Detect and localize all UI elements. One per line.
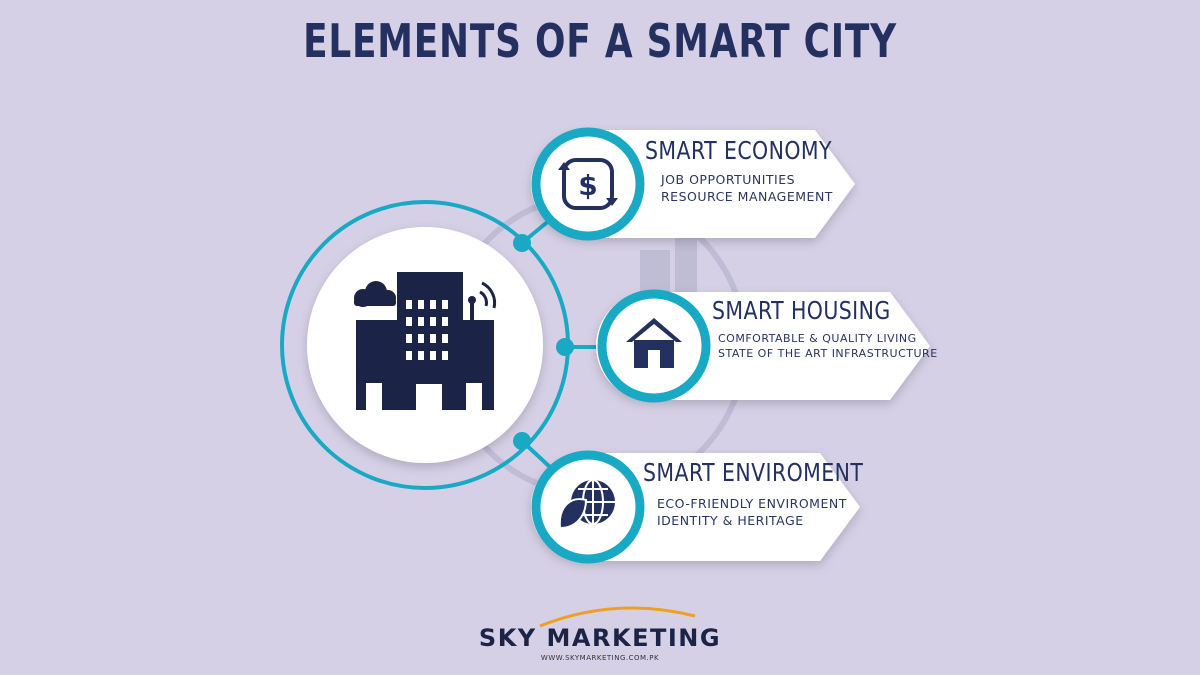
connector-dot	[513, 234, 531, 252]
card-smart-economy: $	[531, 127, 855, 241]
card-smart-housing	[596, 289, 930, 403]
eco-globe-leaf-icon	[558, 479, 615, 530]
card-line: COMFORTABLE & QUALITY LIVING	[718, 332, 917, 345]
card-housing-text: SMART HOUSING COMFORTABLE & QUALITY LIVI…	[712, 296, 938, 361]
card-enviroment-text: SMART ENVIROMENT ECO-FRIENDLY ENVIROMENT…	[643, 458, 912, 529]
dollar-exchange-icon: $	[558, 158, 618, 210]
card-title: SMART HOUSING	[712, 296, 891, 325]
card-line: ECO-FRIENDLY ENVIROMENT	[657, 496, 847, 511]
card-economy-text: SMART ECONOMY JOB OPPORTUNITIES RESOURCE…	[645, 136, 873, 205]
house-icon	[626, 318, 682, 368]
card-line: JOB OPPORTUNITIES	[661, 172, 796, 187]
connector-dot	[513, 432, 531, 450]
brand-arc	[539, 606, 696, 628]
connector-dot	[556, 338, 574, 356]
card-smart-enviroment	[531, 450, 860, 564]
svg-text:$: $	[578, 169, 597, 202]
card-line: IDENTITY & HERITAGE	[657, 513, 804, 528]
page-title: ELEMENTS OF A SMART CITY	[303, 14, 897, 68]
card-title: SMART ECONOMY	[645, 136, 832, 165]
brand-logo-text: SKY MARKETING	[478, 624, 722, 652]
card-title: SMART ENVIROMENT	[643, 458, 864, 487]
building-windows	[366, 300, 482, 410]
card-line: RESOURCE MANAGEMENT	[661, 189, 833, 204]
card-line: STATE OF THE ART INFRASTRUCTURE	[718, 347, 938, 360]
brand-url: WWW.SKYMARKETING.COM.PK	[540, 654, 660, 662]
